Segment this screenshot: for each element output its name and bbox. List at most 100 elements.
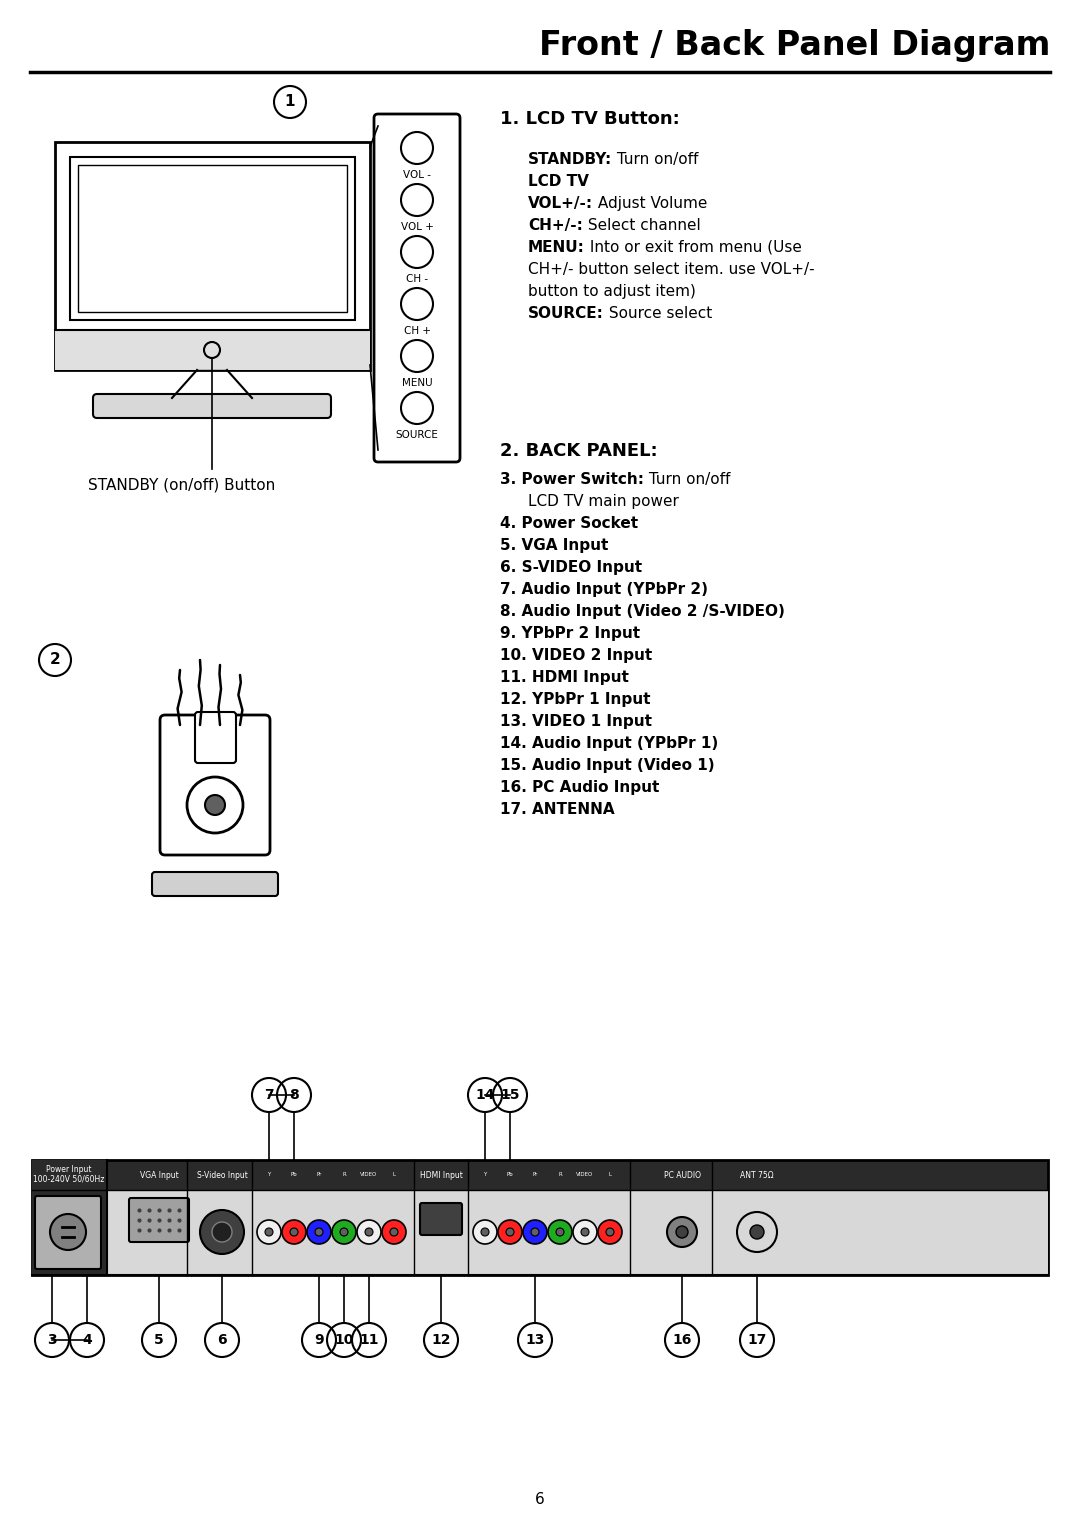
Circle shape [750,1225,764,1238]
Text: Pr: Pr [532,1173,538,1177]
Circle shape [523,1220,546,1245]
Text: Source select: Source select [604,305,712,321]
Circle shape [598,1220,622,1245]
Text: STANDBY (on/off) Button: STANDBY (on/off) Button [89,476,275,492]
Circle shape [205,796,225,815]
Text: SOURCE: SOURCE [395,431,438,440]
FancyBboxPatch shape [420,1203,462,1235]
Text: 1: 1 [285,95,295,110]
Circle shape [332,1220,356,1245]
Text: Turn on/off: Turn on/off [644,472,730,487]
Text: 9: 9 [314,1333,324,1347]
Text: L: L [608,1173,611,1177]
FancyBboxPatch shape [152,872,278,896]
Text: 10: 10 [335,1333,353,1347]
Circle shape [282,1220,306,1245]
Text: 5: 5 [154,1333,164,1347]
FancyBboxPatch shape [195,712,237,764]
Text: 6. S-VIDEO Input: 6. S-VIDEO Input [500,560,643,576]
Bar [78,165,347,312]
Text: 17. ANTENNA: 17. ANTENNA [500,802,615,817]
Bar [32,1161,107,1275]
Bar [70,157,355,321]
Text: MENU:: MENU: [528,240,585,255]
Circle shape [257,1220,281,1245]
Text: button to adjust item): button to adjust item) [528,284,696,299]
FancyBboxPatch shape [374,115,460,463]
Text: 17: 17 [747,1333,767,1347]
Text: 2. BACK PANEL:: 2. BACK PANEL: [500,441,658,460]
Text: 7: 7 [265,1089,274,1102]
FancyBboxPatch shape [93,394,330,418]
Text: VOL +: VOL + [401,221,433,232]
Circle shape [507,1228,514,1235]
Text: 8: 8 [289,1089,299,1102]
Text: Power Input: Power Input [46,1165,92,1174]
Circle shape [315,1228,323,1235]
Text: 3: 3 [48,1333,57,1347]
Text: 15. Audio Input (Video 1): 15. Audio Input (Video 1) [500,757,715,773]
Text: 12. YPbPr 1 Input: 12. YPbPr 1 Input [500,692,650,707]
Circle shape [382,1220,406,1245]
Text: HDMI Input: HDMI Input [419,1171,462,1179]
Circle shape [265,1228,273,1235]
Circle shape [365,1228,373,1235]
Text: 7. Audio Input (YPbPr 2): 7. Audio Input (YPbPr 2) [500,582,708,597]
Text: 100-240V 50/60Hz: 100-240V 50/60Hz [33,1174,105,1183]
Text: Front / Back Panel Diagram: Front / Back Panel Diagram [539,29,1050,63]
FancyBboxPatch shape [35,1196,102,1269]
Text: 14: 14 [475,1089,495,1102]
Circle shape [357,1220,381,1245]
Text: Into or exit from menu (Use: Into or exit from menu (Use [585,240,801,255]
Text: STANDBY:: STANDBY: [528,153,612,166]
Text: PC AUDIO: PC AUDIO [663,1171,701,1179]
Circle shape [556,1228,564,1235]
Text: 2: 2 [50,652,60,667]
Text: 16: 16 [673,1333,691,1347]
Text: Adjust Volume: Adjust Volume [593,195,707,211]
Circle shape [340,1228,348,1235]
Text: 10. VIDEO 2 Input: 10. VIDEO 2 Input [500,647,652,663]
Text: 11. HDMI Input: 11. HDMI Input [500,670,629,686]
Circle shape [531,1228,539,1235]
Text: 14. Audio Input (YPbPr 1): 14. Audio Input (YPbPr 1) [500,736,718,751]
Text: ANT 75Ω: ANT 75Ω [740,1171,773,1179]
Text: VIDEO: VIDEO [577,1173,594,1177]
Circle shape [676,1226,688,1238]
Circle shape [212,1222,232,1241]
Text: Turn on/off: Turn on/off [612,153,699,166]
Circle shape [390,1228,399,1235]
Text: VIDEO: VIDEO [361,1173,378,1177]
Text: 15: 15 [500,1089,519,1102]
Bar [55,142,370,370]
Text: Pb: Pb [291,1173,297,1177]
Circle shape [307,1220,330,1245]
Circle shape [481,1228,489,1235]
Circle shape [667,1217,697,1248]
Text: Y: Y [484,1173,487,1177]
Text: S-Video Input: S-Video Input [197,1171,247,1179]
Text: 13: 13 [525,1333,544,1347]
Bar [32,1190,1048,1275]
Text: LCD TV main power: LCD TV main power [528,495,679,508]
Circle shape [50,1214,86,1251]
Text: VOL+/-:: VOL+/-: [528,195,593,211]
Text: CH+/-:: CH+/-: [528,218,583,234]
Text: 6: 6 [217,1333,227,1347]
Circle shape [200,1209,244,1254]
Bar [55,330,370,370]
Text: L: L [392,1173,395,1177]
Text: 5. VGA Input: 5. VGA Input [500,538,608,553]
Text: R: R [342,1173,346,1177]
Text: Pb: Pb [507,1173,513,1177]
Text: 4. Power Socket: 4. Power Socket [500,516,638,531]
Text: VGA Input: VGA Input [139,1171,178,1179]
Text: 13. VIDEO 1 Input: 13. VIDEO 1 Input [500,715,652,728]
Circle shape [291,1228,298,1235]
Text: 16. PC Audio Input: 16. PC Audio Input [500,780,660,796]
FancyBboxPatch shape [160,715,270,855]
Text: CH -: CH - [406,273,428,284]
Text: Y: Y [268,1173,271,1177]
Text: 8. Audio Input (Video 2 /S-VIDEO): 8. Audio Input (Video 2 /S-VIDEO) [500,605,785,618]
Text: 12: 12 [431,1333,450,1347]
